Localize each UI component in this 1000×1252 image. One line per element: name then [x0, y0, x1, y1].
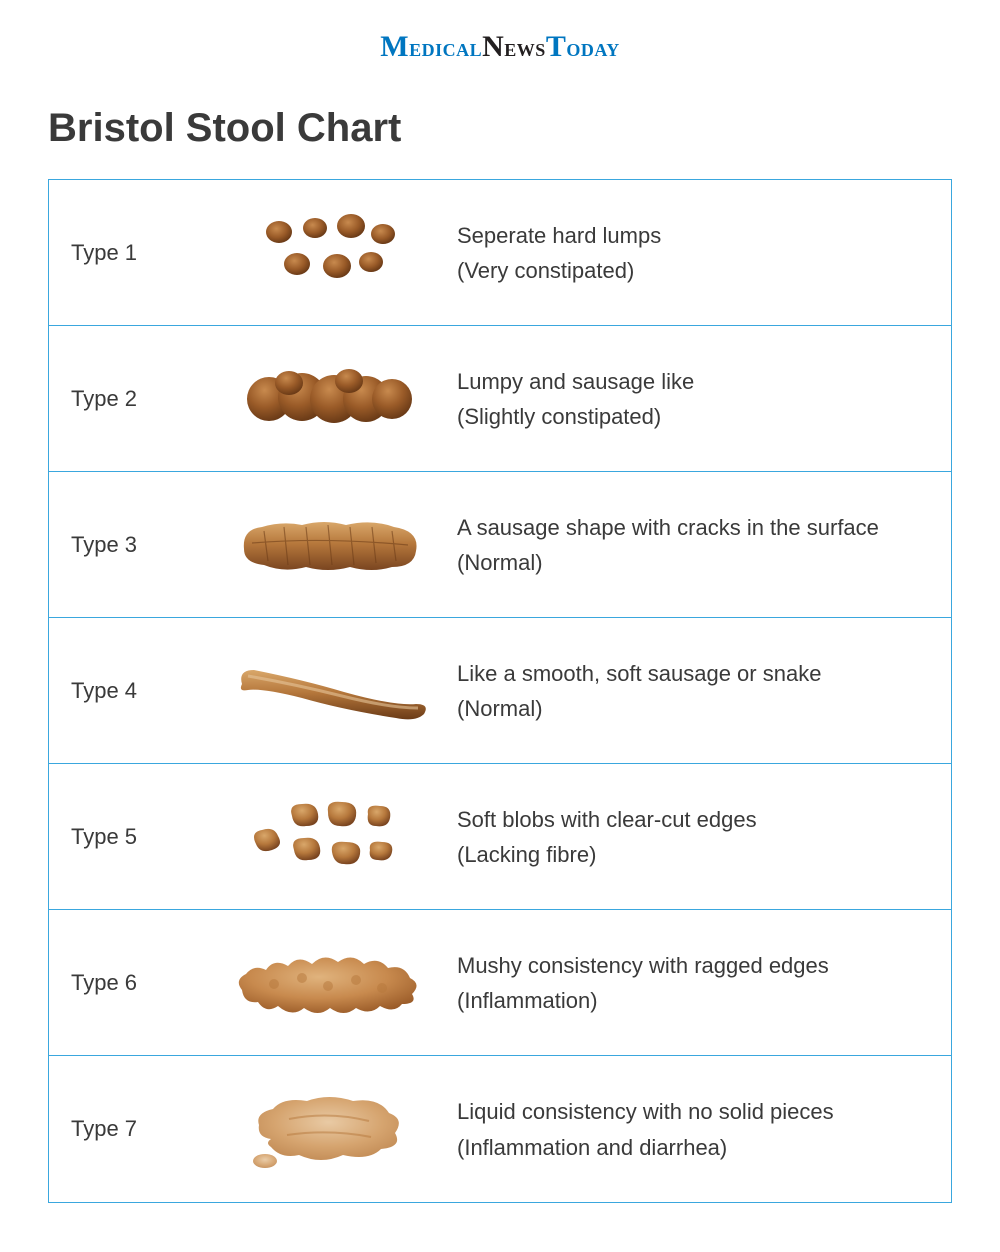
- table-row: Type 2: [49, 326, 951, 472]
- type-label: Type 7: [71, 1116, 201, 1142]
- chart-title: Bristol Stool Chart: [48, 106, 952, 151]
- brand-logo: MedicalNewsToday: [48, 30, 952, 64]
- stool-type1-icon: [219, 208, 439, 298]
- type-description: Liquid consistency with no solid pieces: [457, 1097, 925, 1127]
- table-row: Type 5: [49, 764, 951, 910]
- table-row: Type 6 Mushy cons: [49, 910, 951, 1056]
- table-row: Type 4 Like a smooth, soft sausage or sn…: [49, 618, 951, 764]
- type-description: Seperate hard lumps: [457, 221, 925, 251]
- type-status: (Inflammation and diarrhea): [457, 1135, 925, 1161]
- type-label: Type 2: [71, 386, 201, 412]
- table-row: Type 1 Seperate hard lu: [49, 180, 951, 326]
- type-label: Type 5: [71, 824, 201, 850]
- type-status: (Normal): [457, 696, 925, 722]
- stool-type7-icon: [219, 1079, 439, 1179]
- type-label: Type 4: [71, 678, 201, 704]
- stool-type5-icon: [219, 792, 439, 882]
- type-description: Mushy consistency with ragged edges: [457, 951, 925, 981]
- type-status: (Normal): [457, 550, 925, 576]
- type-label: Type 6: [71, 970, 201, 996]
- type-description: A sausage shape with cracks in the surfa…: [457, 513, 925, 543]
- stool-type2-icon: [219, 359, 439, 439]
- type-status: (Slightly constipated): [457, 404, 925, 430]
- table-row: Type 7 Liquid consistency with no solid …: [49, 1056, 951, 1202]
- table-row: Type 3 A sausag: [49, 472, 951, 618]
- type-description: Soft blobs with clear-cut edges: [457, 805, 925, 835]
- type-status: (Very constipated): [457, 258, 925, 284]
- stool-type3-icon: [219, 507, 439, 582]
- stool-type6-icon: [219, 940, 439, 1025]
- type-description: Like a smooth, soft sausage or snake: [457, 659, 925, 689]
- type-status: (Lacking fibre): [457, 842, 925, 868]
- type-label: Type 3: [71, 532, 201, 558]
- type-status: (Inflammation): [457, 988, 925, 1014]
- type-description: Lumpy and sausage like: [457, 367, 925, 397]
- stool-type4-icon: [219, 656, 439, 726]
- bristol-stool-chart: Type 1 Seperate hard lu: [48, 179, 952, 1203]
- type-label: Type 1: [71, 240, 201, 266]
